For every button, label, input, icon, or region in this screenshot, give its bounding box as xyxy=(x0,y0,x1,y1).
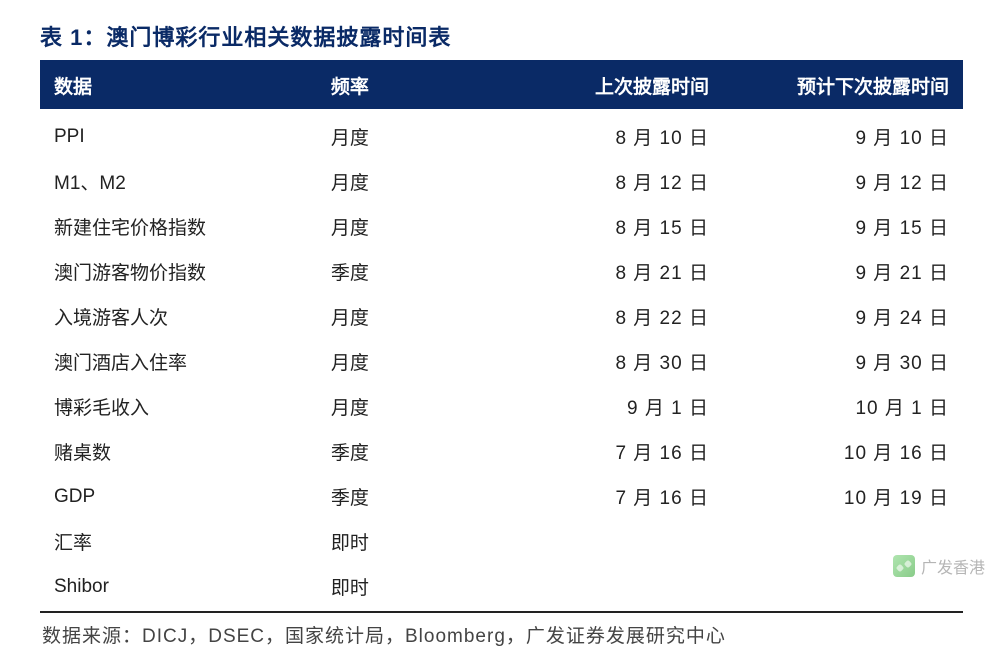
cell-next: 9 月 10 日 xyxy=(723,109,963,159)
table-row: 澳门酒店入住率 月度 8 月 30 日 9 月 30 日 xyxy=(40,339,963,384)
cell-last: 7 月 16 日 xyxy=(483,474,723,519)
table-row: PPI 月度 8 月 10 日 9 月 10 日 xyxy=(40,109,963,159)
cell-data: 新建住宅价格指数 xyxy=(40,204,317,249)
table-title: 表 1：澳门博彩行业相关数据披露时间表 xyxy=(40,20,963,62)
table-row: 赌桌数 季度 7 月 16 日 10 月 16 日 xyxy=(40,429,963,474)
cell-freq: 月度 xyxy=(317,159,483,204)
col-header-next: 预计下次披露时间 xyxy=(723,62,963,109)
table-row: 入境游客人次 月度 8 月 22 日 9 月 24 日 xyxy=(40,294,963,339)
cell-last: 8 月 21 日 xyxy=(483,249,723,294)
table-row: 博彩毛收入 月度 9 月 1 日 10 月 1 日 xyxy=(40,384,963,429)
cell-last: 8 月 30 日 xyxy=(483,339,723,384)
cell-freq: 即时 xyxy=(317,519,483,564)
cell-last: 7 月 16 日 xyxy=(483,429,723,474)
table-row: 新建住宅价格指数 月度 8 月 15 日 9 月 15 日 xyxy=(40,204,963,249)
cell-freq: 月度 xyxy=(317,294,483,339)
cell-next: 9 月 12 日 xyxy=(723,159,963,204)
report-table-card: 表 1：澳门博彩行业相关数据披露时间表 数据 频率 上次披露时间 预计下次披露时… xyxy=(0,0,1003,658)
cell-last: 8 月 22 日 xyxy=(483,294,723,339)
cell-data: 澳门酒店入住率 xyxy=(40,339,317,384)
cell-freq: 季度 xyxy=(317,429,483,474)
cell-data: 汇率 xyxy=(40,519,317,564)
cell-next: 9 月 15 日 xyxy=(723,204,963,249)
cell-next: 9 月 30 日 xyxy=(723,339,963,384)
cell-data: M1、M2 xyxy=(40,159,317,204)
cell-data: GDP xyxy=(40,474,317,519)
cell-next: 10 月 16 日 xyxy=(723,429,963,474)
cell-freq: 月度 xyxy=(317,109,483,159)
table-row: M1、M2 月度 8 月 12 日 9 月 12 日 xyxy=(40,159,963,204)
table-body: PPI 月度 8 月 10 日 9 月 10 日 M1、M2 月度 8 月 12… xyxy=(40,109,963,609)
cell-freq: 即时 xyxy=(317,564,483,609)
table-row: 澳门游客物价指数 季度 8 月 21 日 9 月 21 日 xyxy=(40,249,963,294)
col-header-last: 上次披露时间 xyxy=(483,62,723,109)
cell-freq: 月度 xyxy=(317,384,483,429)
cell-last xyxy=(483,564,723,609)
cell-last: 8 月 10 日 xyxy=(483,109,723,159)
cell-data: 澳门游客物价指数 xyxy=(40,249,317,294)
table-row: Shibor 即时 xyxy=(40,564,963,609)
cell-data: Shibor xyxy=(40,564,317,609)
cell-next xyxy=(723,564,963,609)
cell-freq: 季度 xyxy=(317,474,483,519)
cell-next xyxy=(723,519,963,564)
cell-last: 8 月 15 日 xyxy=(483,204,723,249)
cell-next: 9 月 24 日 xyxy=(723,294,963,339)
cell-next: 10 月 1 日 xyxy=(723,384,963,429)
cell-last xyxy=(483,519,723,564)
cell-next: 9 月 21 日 xyxy=(723,249,963,294)
cell-data: PPI xyxy=(40,109,317,159)
cell-data: 博彩毛收入 xyxy=(40,384,317,429)
cell-freq: 月度 xyxy=(317,339,483,384)
cell-data: 赌桌数 xyxy=(40,429,317,474)
table-row: GDP 季度 7 月 16 日 10 月 19 日 xyxy=(40,474,963,519)
disclosure-schedule-table: 数据 频率 上次披露时间 预计下次披露时间 PPI 月度 8 月 10 日 9 … xyxy=(40,62,963,609)
table-row: 汇率 即时 xyxy=(40,519,963,564)
data-source-line: 数据来源：DICJ，DSEC，国家统计局，Bloomberg，广发证券发展研究中… xyxy=(40,613,963,648)
col-header-freq: 频率 xyxy=(317,62,483,109)
table-header-row: 数据 频率 上次披露时间 预计下次披露时间 xyxy=(40,62,963,109)
cell-next: 10 月 19 日 xyxy=(723,474,963,519)
cell-last: 9 月 1 日 xyxy=(483,384,723,429)
cell-freq: 季度 xyxy=(317,249,483,294)
cell-freq: 月度 xyxy=(317,204,483,249)
col-header-data: 数据 xyxy=(40,62,317,109)
cell-last: 8 月 12 日 xyxy=(483,159,723,204)
cell-data: 入境游客人次 xyxy=(40,294,317,339)
